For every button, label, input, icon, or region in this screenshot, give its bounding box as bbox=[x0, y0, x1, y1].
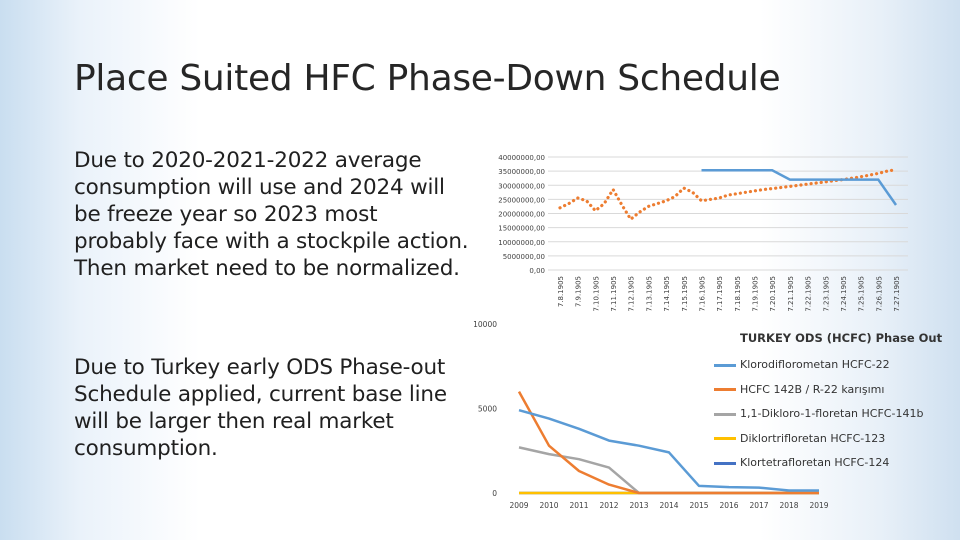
legend-swatch bbox=[714, 388, 736, 391]
paragraph-ods-note: Due to Turkey early ODS Phase-out Schedu… bbox=[74, 355, 447, 461]
chart1-x-tick: 7.9.1905 bbox=[575, 276, 583, 307]
paragraph-baseline-note: Due to 2020-2021-2022 average consumptio… bbox=[74, 148, 469, 281]
chart1-x-tick: 7.24.1905 bbox=[840, 276, 848, 312]
chart1-x-tick: 7.26.1905 bbox=[875, 276, 883, 312]
chart2-title: TURKEY ODS (HCFC) Phase Out bbox=[740, 331, 943, 345]
legend-label: Diklortrifloretan HCFC-123 bbox=[740, 431, 886, 445]
chart1-x-tick: 7.15.1905 bbox=[681, 276, 689, 312]
chart1-y-tick: 5000000,00 bbox=[503, 253, 545, 261]
chart1-x-tick: 7.22.1905 bbox=[805, 276, 813, 312]
chart1-x-tick: 7.13.1905 bbox=[645, 276, 653, 312]
chart2-x-tick: 2014 bbox=[659, 501, 678, 510]
chart2-x-tick: 2019 bbox=[809, 501, 828, 510]
chart2-x-tick: 2017 bbox=[749, 501, 768, 510]
legend-label: HCFC 142B / R-22 karışımı bbox=[740, 382, 885, 396]
chart2-y-tick: 5000 bbox=[478, 405, 497, 414]
legend-label: Klorodiflorometan HCFC-22 bbox=[740, 358, 890, 371]
chart1-x-tick: 7.25.1905 bbox=[858, 276, 866, 312]
chart1-series-line bbox=[701, 169, 898, 206]
chart1-y-tick: 0,00 bbox=[529, 267, 545, 275]
chart1-y-tick: 10000000,00 bbox=[498, 239, 545, 247]
chart1-x-tick: 7.17.1905 bbox=[716, 276, 724, 312]
chart1-x-tick: 7.16.1905 bbox=[698, 276, 706, 312]
legend-item: 1,1-Dikloro-1-floretan HCFC-141b bbox=[714, 407, 923, 420]
legend-label: Klortetrafloretan HCFC-124 bbox=[740, 456, 890, 469]
chart1-x-tick: 7.23.1905 bbox=[822, 276, 830, 312]
chart2-series-line bbox=[518, 408, 819, 492]
chart2-y-tick: 10000 bbox=[473, 320, 497, 329]
legend-swatch bbox=[714, 363, 736, 367]
chart1-x-tick: 7.14.1905 bbox=[663, 276, 671, 312]
legend-label: 1,1-Dikloro-1-floretan HCFC-141b bbox=[740, 407, 924, 420]
chart1-y-tick: 35000000,00 bbox=[498, 168, 545, 176]
chart2-series-line bbox=[517, 390, 819, 495]
chart1-x-tick: 7.18.1905 bbox=[734, 276, 742, 312]
chart2-x-tick: 2015 bbox=[689, 501, 708, 510]
legend-item: Diklortrifloretan HCFC-123 bbox=[714, 432, 885, 445]
chart1-x-tick: 7.21.1905 bbox=[787, 276, 795, 312]
chart1-y-tick: 40000000,00 bbox=[498, 154, 545, 162]
chart2-x-tick: 2012 bbox=[599, 501, 618, 510]
chart1-x-tick: 7.12.1905 bbox=[628, 276, 636, 312]
legend-item: Klorodiflorometan HCFC-22 bbox=[714, 358, 890, 371]
chart2-x-tick: 2018 bbox=[779, 501, 798, 510]
chart2-x-tick: 2016 bbox=[719, 501, 738, 510]
slide-title: Place Suited HFC Phase-Down Schedule bbox=[74, 58, 781, 99]
chart1-x-tick: 7.20.1905 bbox=[769, 276, 777, 312]
chart1-x-tick: 7.8.1905 bbox=[557, 276, 565, 307]
legend-swatch bbox=[714, 437, 736, 440]
chart1-x-tick: 7.19.1905 bbox=[752, 276, 760, 312]
chart2-x-tick: 2010 bbox=[539, 501, 558, 510]
chart1-series-line bbox=[558, 168, 898, 222]
chart1-x-tick: 7.27.1905 bbox=[893, 276, 901, 312]
chart2-x-tick: 2011 bbox=[569, 501, 588, 510]
legend-item: Klortetrafloretan HCFC-124 bbox=[714, 456, 889, 469]
legend-swatch bbox=[714, 461, 736, 465]
chart1-y-tick: 15000000,00 bbox=[498, 225, 545, 233]
chart1-x-tick: 7.11.1905 bbox=[610, 276, 618, 312]
chart1-x-tick: 7.10.1905 bbox=[592, 276, 600, 312]
chart2-x-tick: 2013 bbox=[629, 501, 648, 510]
chart1-y-tick: 20000000,00 bbox=[498, 211, 545, 219]
chart2-x-tick: 2009 bbox=[509, 501, 528, 510]
legend-swatch bbox=[714, 412, 736, 416]
chart2-y-tick: 0 bbox=[492, 489, 497, 498]
chart1-y-tick: 25000000,00 bbox=[498, 196, 545, 204]
chart1-y-tick: 30000000,00 bbox=[498, 182, 545, 190]
legend-item: HCFC 142B / R-22 karışımı bbox=[714, 383, 884, 396]
